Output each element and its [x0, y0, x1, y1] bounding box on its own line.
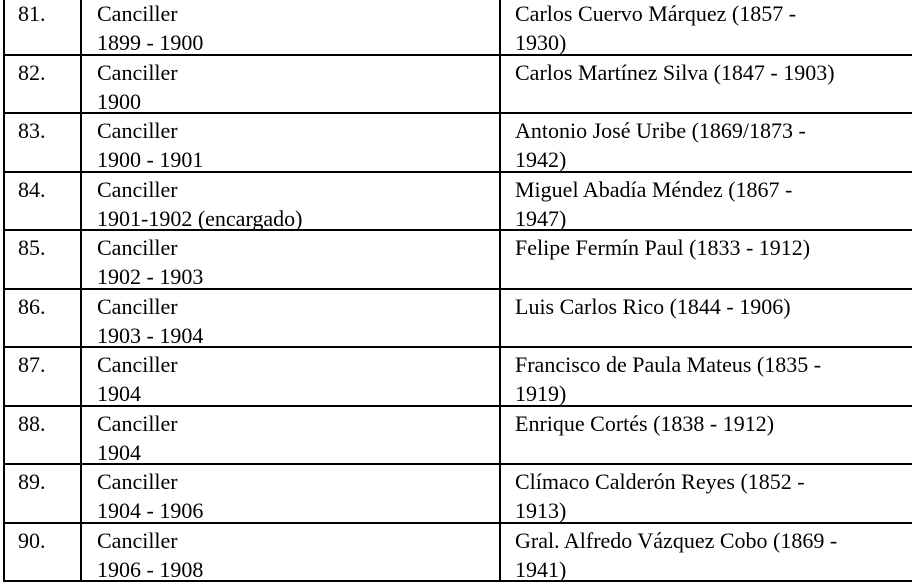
row-number: 83.: [5, 114, 82, 171]
office-period: 1899 - 1900: [97, 30, 204, 55]
office-cell: Canciller 1906 - 1908: [84, 523, 501, 582]
person-name: Carlos Martínez Silva (1847 - 1903): [515, 59, 835, 85]
row-number: 86.: [5, 289, 82, 346]
person-name-cont: 1942): [515, 147, 567, 172]
person-name-cont: 1941): [515, 556, 567, 582]
table-row: 90. Canciller 1906 - 1908 Gral. Alfredo …: [5, 523, 912, 582]
row-number: 87.: [5, 348, 82, 405]
office-cell: Canciller 1901-1902 (encargado): [84, 172, 501, 231]
office-period: 1900 - 1901: [97, 147, 204, 172]
person-name: Luis Carlos Rico (1844 - 1906): [515, 293, 791, 319]
office-title: Canciller: [97, 1, 178, 26]
office-title: Canciller: [97, 410, 178, 436]
row-number: 88.: [5, 406, 82, 463]
table-row: 84. Canciller 1901-1902 (encargado) Migu…: [5, 172, 912, 231]
person-cell: Gral. Alfredo Vázquez Cobo (1869 - 1941): [503, 524, 912, 582]
table-row: 86. Canciller 1903 - 1904 Luis Carlos Ri…: [5, 289, 912, 348]
chancellors-table: 81. Canciller 1899 - 1900 Carlos Cuervo …: [3, 0, 912, 582]
table-row: 87. Canciller 1904 Francisco de Paula Ma…: [5, 348, 912, 407]
office-period: 1904 - 1906: [97, 498, 204, 523]
person-cell: Francisco de Paula Mateus (1835 - 1919): [503, 348, 912, 406]
office-period: 1904: [97, 381, 141, 406]
person-cell: Antonio José Uribe (1869/1873 - 1942): [503, 114, 912, 172]
person-name: Carlos Cuervo Márquez (1857 -: [515, 1, 797, 26]
person-name: Clímaco Calderón Reyes (1852 -: [515, 469, 805, 494]
person-name-cont: 1913): [515, 498, 567, 523]
person-name-cont: 1947): [515, 205, 567, 231]
office-title: Canciller: [97, 118, 178, 143]
row-number: 85.: [5, 231, 82, 288]
office-period: 1901-1902 (encargado): [97, 205, 303, 231]
table-row: 81. Canciller 1899 - 1900 Carlos Cuervo …: [5, 0, 912, 56]
office-period: 1900: [97, 88, 141, 114]
person-cell: Miguel Abadía Méndez (1867 - 1947): [503, 173, 912, 231]
office-cell: Canciller 1900: [84, 55, 501, 114]
row-number: 84.: [5, 172, 82, 229]
person-name-cont: 1930): [515, 30, 567, 55]
table-row: 82. Canciller 1900 Carlos Martínez Silva…: [5, 55, 912, 114]
office-title: Canciller: [97, 527, 178, 553]
person-name: Gral. Alfredo Vázquez Cobo (1869 -: [515, 527, 838, 553]
office-title: Canciller: [97, 469, 178, 494]
person-name: Felipe Fermín Paul (1833 - 1912): [515, 235, 811, 260]
table-row: 89. Canciller 1904 - 1906 Clímaco Calder…: [5, 465, 912, 524]
office-title: Canciller: [97, 235, 178, 260]
person-cell: Carlos Martínez Silva (1847 - 1903): [503, 56, 912, 113]
person-name: Francisco de Paula Mateus (1835 -: [515, 352, 822, 377]
office-period: 1903 - 1904: [97, 322, 204, 348]
office-title: Canciller: [97, 176, 178, 202]
office-period: 1906 - 1908: [97, 556, 204, 582]
person-cell: Carlos Cuervo Márquez (1857 - 1930): [503, 0, 912, 55]
office-cell: Canciller 1904: [84, 406, 501, 465]
office-cell: Canciller 1904: [84, 348, 501, 406]
office-title: Canciller: [97, 59, 178, 85]
person-cell: Luis Carlos Rico (1844 - 1906): [503, 290, 912, 347]
person-cell: Enrique Cortés (1838 - 1912): [503, 407, 912, 464]
row-number: 81.: [5, 0, 82, 54]
office-period: 1902 - 1903: [97, 264, 204, 289]
table-row: 85. Canciller 1902 - 1903 Felipe Fermín …: [5, 231, 912, 290]
table-row: 88. Canciller 1904 Enrique Cortés (1838 …: [5, 406, 912, 465]
person-name: Enrique Cortés (1838 - 1912): [515, 410, 775, 436]
office-cell: Canciller 1900 - 1901: [84, 114, 501, 172]
person-name: Miguel Abadía Méndez (1867 -: [515, 176, 793, 202]
office-cell: Canciller 1899 - 1900: [84, 0, 501, 55]
office-title: Canciller: [97, 352, 178, 377]
table-row: 83. Canciller 1900 - 1901 Antonio José U…: [5, 114, 912, 173]
office-cell: Canciller 1904 - 1906: [84, 465, 501, 523]
person-name: Antonio José Uribe (1869/1873 -: [515, 118, 806, 143]
row-number: 90.: [5, 523, 82, 580]
office-cell: Canciller 1903 - 1904: [84, 289, 501, 348]
person-cell: Clímaco Calderón Reyes (1852 - 1913): [503, 465, 912, 523]
person-name-cont: 1919): [515, 381, 567, 406]
office-title: Canciller: [97, 293, 178, 319]
row-number: 82.: [5, 55, 82, 112]
office-period: 1904: [97, 439, 141, 465]
person-cell: Felipe Fermín Paul (1833 - 1912): [503, 231, 912, 288]
office-cell: Canciller 1902 - 1903: [84, 231, 501, 289]
row-number: 89.: [5, 465, 82, 522]
